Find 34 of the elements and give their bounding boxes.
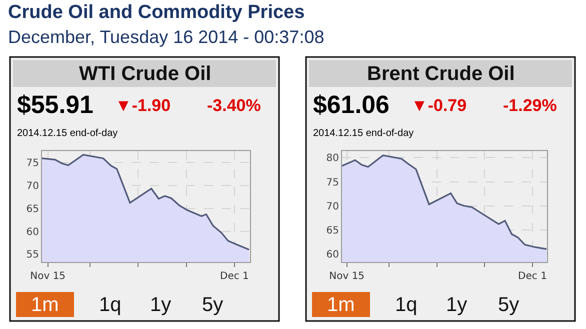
text: $55.91 (17, 91, 94, 119)
text: ▼-0.79 (411, 96, 467, 115)
text: 1m (327, 294, 355, 316)
x-tick-label: Nov 15 (30, 271, 66, 282)
text: 2014.12.15 end-of-day (313, 128, 414, 139)
x-tick-label: Dec 1 (518, 271, 547, 282)
text: ▼-1.90 (115, 96, 171, 115)
text: 1m (31, 294, 59, 316)
y-tick-label: 65 (326, 225, 339, 236)
text: $61.06 (313, 91, 390, 119)
y-tick-label: 70 (326, 201, 339, 212)
y-tick-label: 55 (26, 250, 39, 261)
x-tick-label: Nov 15 (329, 271, 365, 282)
text: -3.40% (207, 96, 261, 115)
text: 1q (395, 294, 418, 316)
y-tick-label: 65 (26, 204, 39, 215)
chart-title: Brent Crude Oil (367, 63, 515, 85)
text: Crude Oil and Commodity Prices (8, 2, 305, 23)
y-tick-label: 75 (26, 158, 39, 169)
x-tick-label: Dec 1 (220, 271, 249, 282)
text: 5y (498, 294, 520, 316)
y-tick-label: 80 (326, 153, 339, 164)
text: 1y (150, 294, 172, 316)
chart-title: WTI Crude Oil (79, 63, 212, 85)
text: -1.29% (503, 96, 557, 115)
y-tick-label: 70 (26, 180, 39, 192)
y-tick-label: 75 (326, 177, 339, 188)
text: 1y (446, 294, 468, 316)
text: 2014.12.15 end-of-day (17, 128, 118, 139)
y-tick-label: 60 (326, 249, 339, 260)
text: 1q (99, 294, 122, 316)
text: December, Tuesday 16 2014 - 00:37:08 (8, 27, 324, 47)
y-tick-label: 60 (26, 226, 39, 238)
text: 5y (202, 294, 224, 316)
